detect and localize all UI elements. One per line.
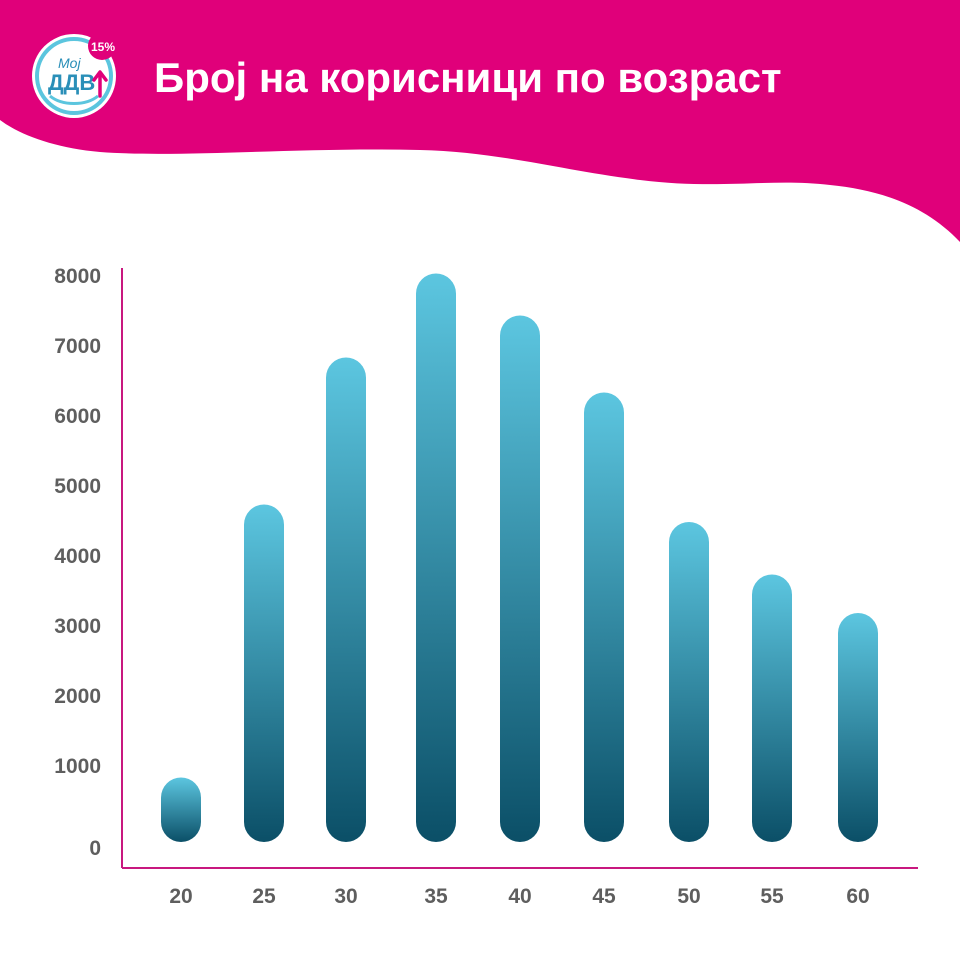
header-wave-background — [0, 0, 960, 242]
badge — [88, 32, 116, 60]
arrow-up-icon — [92, 70, 108, 98]
y-tick-label: 2000 — [54, 685, 101, 708]
bar-age-60 — [838, 613, 878, 842]
bar-age-30 — [326, 357, 366, 842]
y-tick-label: 4000 — [54, 545, 101, 568]
svg-text:15%: 15% — [91, 40, 115, 54]
x-axis-tick-labels: 20 25 30 35 40 45 50 55 60 — [169, 885, 869, 908]
x-tick-label: 25 — [252, 885, 276, 908]
y-axis-tick-labels: 0 1000 2000 3000 4000 5000 6000 7000 8000 — [54, 265, 101, 860]
y-tick-label: 7000 — [54, 335, 101, 358]
bar-age-55 — [752, 574, 792, 842]
bar-age-35 — [416, 273, 456, 842]
x-tick-label: 30 — [334, 885, 357, 908]
bar-age-25 — [244, 504, 284, 842]
page-title: Број на корисници по возраст — [154, 54, 782, 101]
bars — [161, 273, 878, 842]
x-tick-label: 60 — [846, 885, 869, 908]
moj-ddv-logo: Мој ДДВ 15% — [32, 32, 116, 118]
x-tick-label: 40 — [508, 885, 531, 908]
y-tick-label: 8000 — [54, 265, 101, 288]
bar-age-40 — [500, 315, 540, 842]
x-tick-label: 35 — [424, 885, 448, 908]
x-tick-label: 50 — [677, 885, 700, 908]
y-tick-label: 3000 — [54, 615, 101, 638]
header-banner — [0, 0, 960, 242]
bar-age-50 — [669, 522, 709, 842]
y-tick-label: 5000 — [54, 475, 101, 498]
x-tick-label: 55 — [760, 885, 784, 908]
bar-age-45 — [584, 392, 624, 842]
x-tick-label: 45 — [592, 885, 616, 908]
svg-text:ДДВ: ДДВ — [48, 70, 95, 95]
x-tick-label: 20 — [169, 885, 192, 908]
y-tick-label: 1000 — [54, 755, 101, 778]
svg-text:Мој: Мој — [58, 55, 81, 71]
bar-age-20 — [161, 777, 201, 842]
y-tick-label: 0 — [89, 837, 101, 860]
y-tick-label: 6000 — [54, 405, 101, 428]
